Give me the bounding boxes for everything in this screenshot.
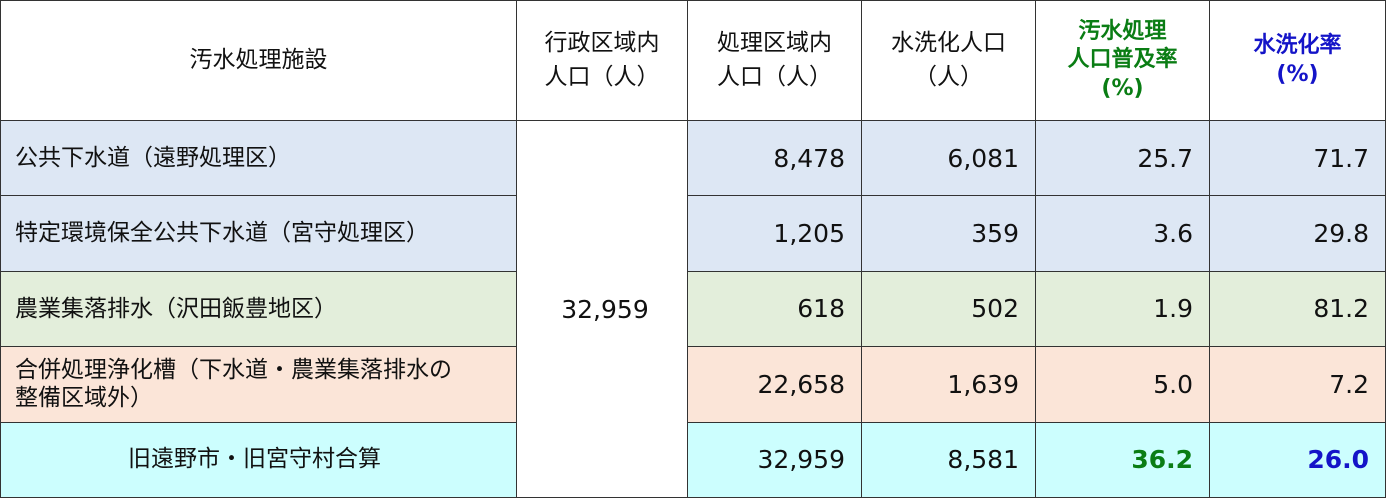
total-label: 旧遠野市・旧宮守村合算 — [0, 421, 517, 499]
header-flush-population: 水洗化人口 （人） — [861, 0, 1036, 121]
table-row: 農業集落排水（沢田飯豊地区） 618 502 1.9 81.2 — [0, 270, 1386, 348]
row-flush-population: 1,639 — [861, 346, 1036, 423]
row-service-population: 1,205 — [687, 195, 862, 272]
row-sewage-coverage-rate: 25.7 — [1035, 119, 1210, 197]
total-row: 旧遠野市・旧宮守村合算 32,959 8,581 36.2 26.0 — [0, 421, 1386, 499]
table-row: 公共下水道（遠野処理区） 32,959 8,478 6,081 25.7 71.… — [0, 119, 1386, 498]
row-facility-name: 合併処理浄化槽（下水道・農業集落排水の 整備区域外） — [0, 346, 517, 423]
row-facility-name: 公共下水道（遠野処理区） — [0, 119, 517, 197]
table-row: 特定環境保全公共下水道（宮守処理区） 1,205 359 3.6 29.8 — [0, 195, 1386, 272]
row-flush-population: 502 — [861, 270, 1036, 348]
row-sewage-coverage-rate: 1.9 — [1035, 270, 1210, 348]
header-service-population: 処理区域内 人口（人） — [687, 0, 862, 121]
row-flush-population: 359 — [861, 195, 1036, 272]
row-flush-rate: 81.2 — [1209, 270, 1386, 348]
row-flush-population: 6,081 — [861, 119, 1036, 197]
row-service-population: 8,478 — [687, 119, 862, 197]
total-flush-rate: 26.0 — [1209, 421, 1386, 499]
header-flush-rate: 水洗化率 (%) — [1209, 0, 1386, 121]
total-sewage-coverage-rate: 36.2 — [1035, 421, 1210, 499]
header-sewage-coverage-rate: 汚水処理 人口普及率 (%) — [1035, 0, 1210, 121]
total-service-population: 32,959 — [687, 421, 862, 499]
row-facility-name: 農業集落排水（沢田飯豊地区） — [0, 270, 517, 348]
row-sewage-coverage-rate: 5.0 — [1035, 346, 1210, 423]
row-service-population: 22,658 — [687, 346, 862, 423]
row-flush-rate: 29.8 — [1209, 195, 1386, 272]
header-row: 汚水処理施設 行政区域内 人口（人） 処理区域内 人口（人） 水洗化人口 （人）… — [0, 0, 1386, 121]
row-service-population: 618 — [687, 270, 862, 348]
header-admin-population: 行政区域内 人口（人） — [516, 0, 688, 121]
header-facility: 汚水処理施設 — [0, 0, 517, 121]
row-facility-name: 特定環境保全公共下水道（宮守処理区） — [0, 195, 517, 272]
admin-population-cell: 32,959 — [516, 120, 688, 498]
total-flush-population: 8,581 — [861, 421, 1036, 499]
table-row: 合併処理浄化槽（下水道・農業集落排水の 整備区域外） 22,658 1,639 … — [0, 346, 1386, 423]
row-flush-rate: 71.7 — [1209, 119, 1386, 197]
row-sewage-coverage-rate: 3.6 — [1035, 195, 1210, 272]
row-flush-rate: 7.2 — [1209, 346, 1386, 423]
